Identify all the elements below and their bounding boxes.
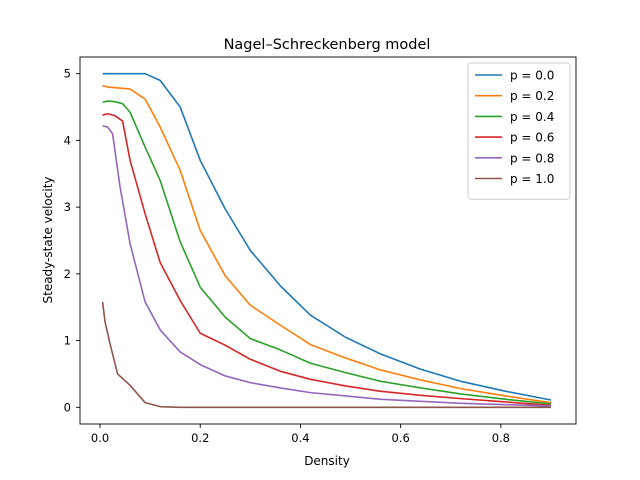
legend-label-5: p = 1.0 [510, 172, 554, 186]
x-axis-label: Density [304, 454, 350, 468]
series-line-4 [102, 124, 551, 407]
series-line-5 [101, 301, 551, 409]
legend-label-0: p = 0.0 [510, 69, 554, 83]
x-tick-label: 0.2 [191, 431, 209, 445]
y-tick-label: 5 [64, 67, 71, 81]
y-tick-label: 1 [64, 334, 71, 348]
legend: p = 0.0 p = 0.2 p = 0.4 p = 0.6 p = 0.8 p = 1… [467, 62, 571, 200]
legend-label-3: p = 0.6 [510, 131, 554, 145]
y-tick-label: 4 [64, 133, 71, 147]
x-tick-label: 0.4 [291, 431, 309, 445]
chart-title: Nagel–Schreckenberg model [224, 37, 431, 53]
x-tick-label: 0.8 [492, 431, 510, 445]
series-line-3 [102, 112, 552, 407]
series-line-0 [102, 72, 552, 401]
series-layer [101, 72, 552, 409]
series-line-2 [102, 100, 552, 405]
legend-label-4: p = 0.8 [510, 151, 554, 165]
legend-box [467, 62, 571, 200]
y-tick-label: 0 [64, 400, 71, 414]
y-tick-label: 2 [64, 267, 71, 281]
y-axis-label: Steady-state velocity [41, 176, 55, 303]
x-tick-label: 0.6 [391, 431, 409, 445]
y-tick-label: 3 [64, 200, 71, 214]
series-line-1 [102, 84, 552, 404]
plot-frame [79, 56, 577, 425]
axes-layer: 0.0 0.2 0.4 0.6 0.8 0 1 2 3 4 5 [64, 56, 577, 445]
x-tick-label: 0.0 [91, 431, 109, 445]
legend-label-2: p = 0.4 [510, 110, 554, 124]
legend-label-1: p = 0.2 [510, 89, 554, 103]
